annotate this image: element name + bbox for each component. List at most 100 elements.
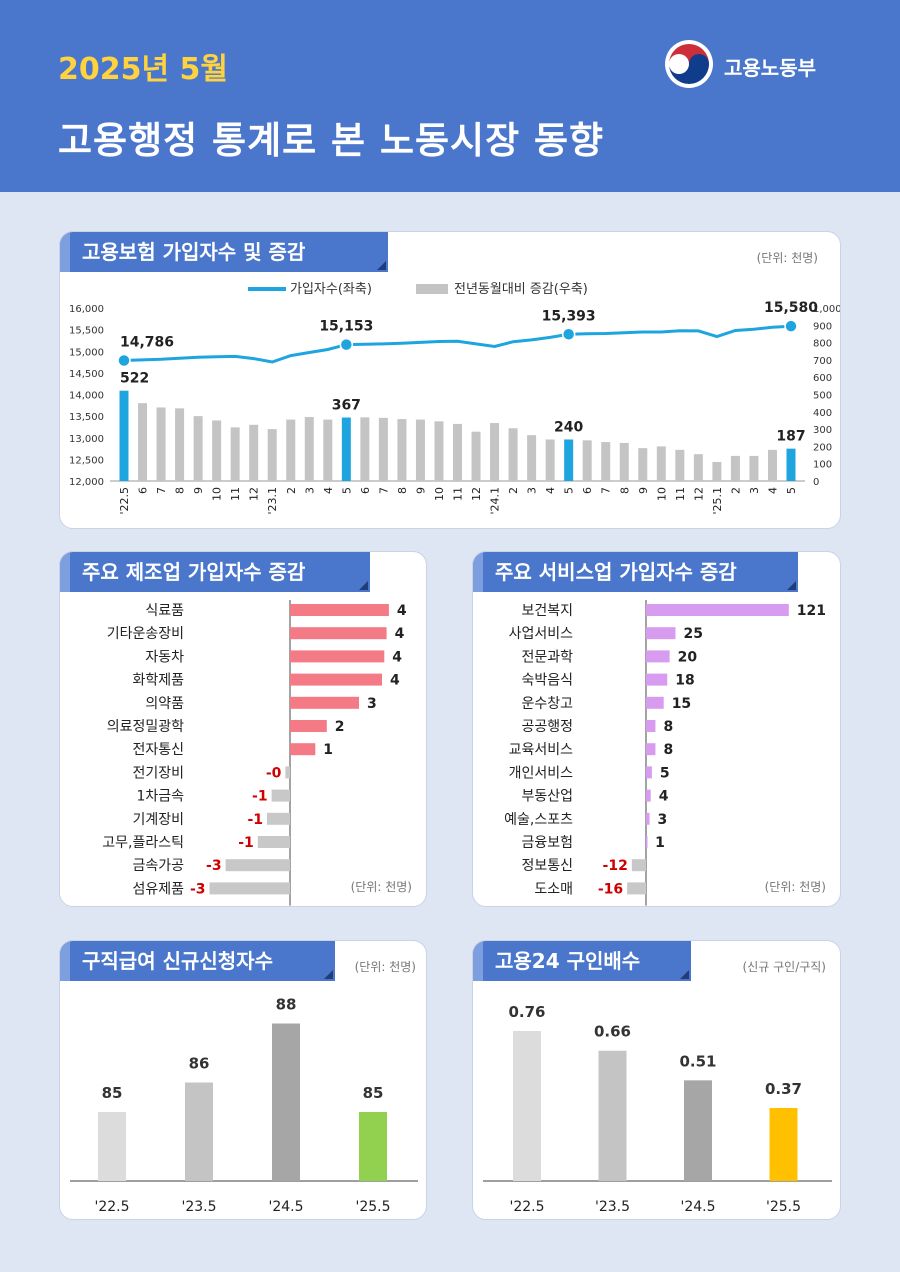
manufacturing-chart: 4 식료품 4 기타운송장비 4 자동차 4 화학제품 3 의약품 2 의료정밀광학 1 전자통신 -0 전기… xyxy=(102,600,407,906)
page-title: 고용행정 통계로 본 노동시장 동향 xyxy=(58,119,605,162)
x-tick-label: 6 xyxy=(359,487,372,494)
ratio-chart: 0.76 '22.5 0.66 '23.5 0.51 '24.5 0.37 '25.5 xyxy=(483,1003,832,1215)
right-axis-tick: 0 xyxy=(813,477,819,488)
value-label: 0.51 xyxy=(679,1052,716,1070)
category-bar xyxy=(646,812,650,825)
category-bar xyxy=(290,650,385,663)
value-label: -3 xyxy=(206,858,222,874)
right-axis-tick: 500 xyxy=(813,391,832,402)
category-bar xyxy=(290,627,387,640)
x-tick-label: 5 xyxy=(563,487,576,494)
unit-label: (단위: 천명) xyxy=(756,251,818,265)
x-tick-label: '22.5 xyxy=(509,1199,544,1215)
value-label: 25 xyxy=(684,626,703,642)
category-label: 부동산업 xyxy=(521,789,573,805)
value-label: 85 xyxy=(363,1084,384,1102)
x-tick-label: '24.1 xyxy=(489,487,502,515)
change-bar xyxy=(767,449,777,481)
bar-value-label: 367 xyxy=(332,398,361,414)
category-bar xyxy=(646,650,670,663)
category-label: 숙박음식 xyxy=(521,673,573,689)
change-bar xyxy=(304,416,314,481)
left-axis-tick: 13,000 xyxy=(69,434,104,445)
value-label: -3 xyxy=(190,881,206,897)
value-label: 86 xyxy=(189,1055,210,1073)
x-tick-label: 5 xyxy=(785,487,798,494)
highlight-point xyxy=(117,353,131,368)
category-label: 자동차 xyxy=(145,649,184,665)
x-tick-label: 4 xyxy=(322,487,335,494)
value-label: 1 xyxy=(655,835,665,851)
change-bar xyxy=(175,408,185,481)
value-bar xyxy=(769,1107,798,1181)
change-bar xyxy=(156,407,166,481)
value-label: 0.66 xyxy=(594,1023,631,1041)
x-tick-label: 7 xyxy=(155,487,168,494)
chart-legend: 가입자수(좌축) 전년동월대비 증감(우축) xyxy=(248,282,588,297)
card-job-openings-ratio: 고용24 구인배수 (신규 구인/구직) 0.76'22.5 0.66'23.5 0… xyxy=(472,940,841,1220)
unit-label: (신규 구인/구직) xyxy=(742,960,826,974)
category-bar xyxy=(646,720,656,732)
change-bar xyxy=(286,419,296,481)
card-insured-count: 고용보험 가입자수 및 증감 (단위: 천명) 가입자수(좌축) 전년동월대비 … xyxy=(59,231,841,529)
card-title: 주요 제조업 가입자수 증감 xyxy=(60,552,370,592)
category-label: 식료품 xyxy=(145,603,184,619)
report-date: 2025년 5월 xyxy=(58,52,229,87)
value-label: 88 xyxy=(276,996,297,1014)
value-label: 4 xyxy=(395,626,405,642)
x-tick-label: '24.5 xyxy=(680,1199,715,1215)
x-tick-label: 11 xyxy=(674,487,687,501)
x-tick-label: 3 xyxy=(526,487,539,494)
left-axis-tick: 15,000 xyxy=(69,347,104,358)
x-tick-label: 9 xyxy=(192,487,205,494)
claims-chart: 85 '22.5 86 '23.5 88 '24.5 85 '25.5 xyxy=(70,996,418,1215)
combo-chart: 가입자수(좌축) 전년동월대비 증감(우축) 12,000 12,500 13,00… xyxy=(69,282,840,515)
x-tick-label: 3 xyxy=(748,487,761,494)
category-bar xyxy=(290,743,316,756)
services-chart: 121보건복지25사업서비스20전문과학18숙박음식15운수창고8공공행정8교육… xyxy=(504,600,826,906)
x-tick-label: 11 xyxy=(452,487,465,501)
change-bar xyxy=(119,390,129,481)
value-bar xyxy=(598,1050,627,1181)
change-bar xyxy=(564,439,574,481)
category-label: 교육서비스 xyxy=(509,742,574,758)
value-label: 8 xyxy=(663,742,673,758)
right-axis-tick: 400 xyxy=(813,408,832,419)
x-tick-label: 12 xyxy=(470,487,483,501)
category-bar xyxy=(225,859,290,872)
value-label: 15 xyxy=(672,696,691,712)
value-label: -1 xyxy=(247,812,263,828)
value-bar xyxy=(684,1080,712,1181)
x-tick-label: 7 xyxy=(377,487,390,494)
category-label: 금속가공 xyxy=(132,858,184,874)
page-header: 2025년 5월 고용행정 통계로 본 노동시장 동향 고용노동부 xyxy=(0,0,900,192)
left-axis-tick: 16,000 xyxy=(69,304,104,315)
x-tick-label: 9 xyxy=(414,487,427,494)
value-label: 18 xyxy=(675,673,694,689)
left-axis-tick: 14,000 xyxy=(69,391,104,402)
x-tick-label: '23.5 xyxy=(595,1199,630,1215)
x-tick-label: '22.5 xyxy=(94,1199,129,1215)
x-tick-label: 6 xyxy=(137,487,150,494)
ministry-name: 고용노동부 xyxy=(724,56,816,80)
unit-label: (단위: 천명) xyxy=(350,880,412,894)
category-bar xyxy=(646,836,648,848)
category-label: 기계장비 xyxy=(132,812,184,828)
category-bar xyxy=(646,673,668,686)
change-bar xyxy=(434,421,444,481)
right-axis-tick: 900 xyxy=(813,321,832,332)
change-bar xyxy=(601,442,611,481)
category-label: 보건복지 xyxy=(521,603,573,619)
change-bar xyxy=(712,461,722,481)
right-axis-tick: 800 xyxy=(813,339,832,350)
x-tick-label: 7 xyxy=(600,487,613,494)
category-label: 개인서비스 xyxy=(509,765,574,781)
line-value-label: 15,580 xyxy=(764,300,818,316)
category-bar xyxy=(267,812,290,825)
highlight-point xyxy=(561,327,576,342)
category-bar xyxy=(290,720,327,732)
category-bar xyxy=(290,673,382,686)
card-title: 주요 서비스업 가입자수 증감 xyxy=(473,552,798,592)
category-label: 운수창고 xyxy=(521,696,573,712)
bar-value-label: 240 xyxy=(554,419,583,435)
